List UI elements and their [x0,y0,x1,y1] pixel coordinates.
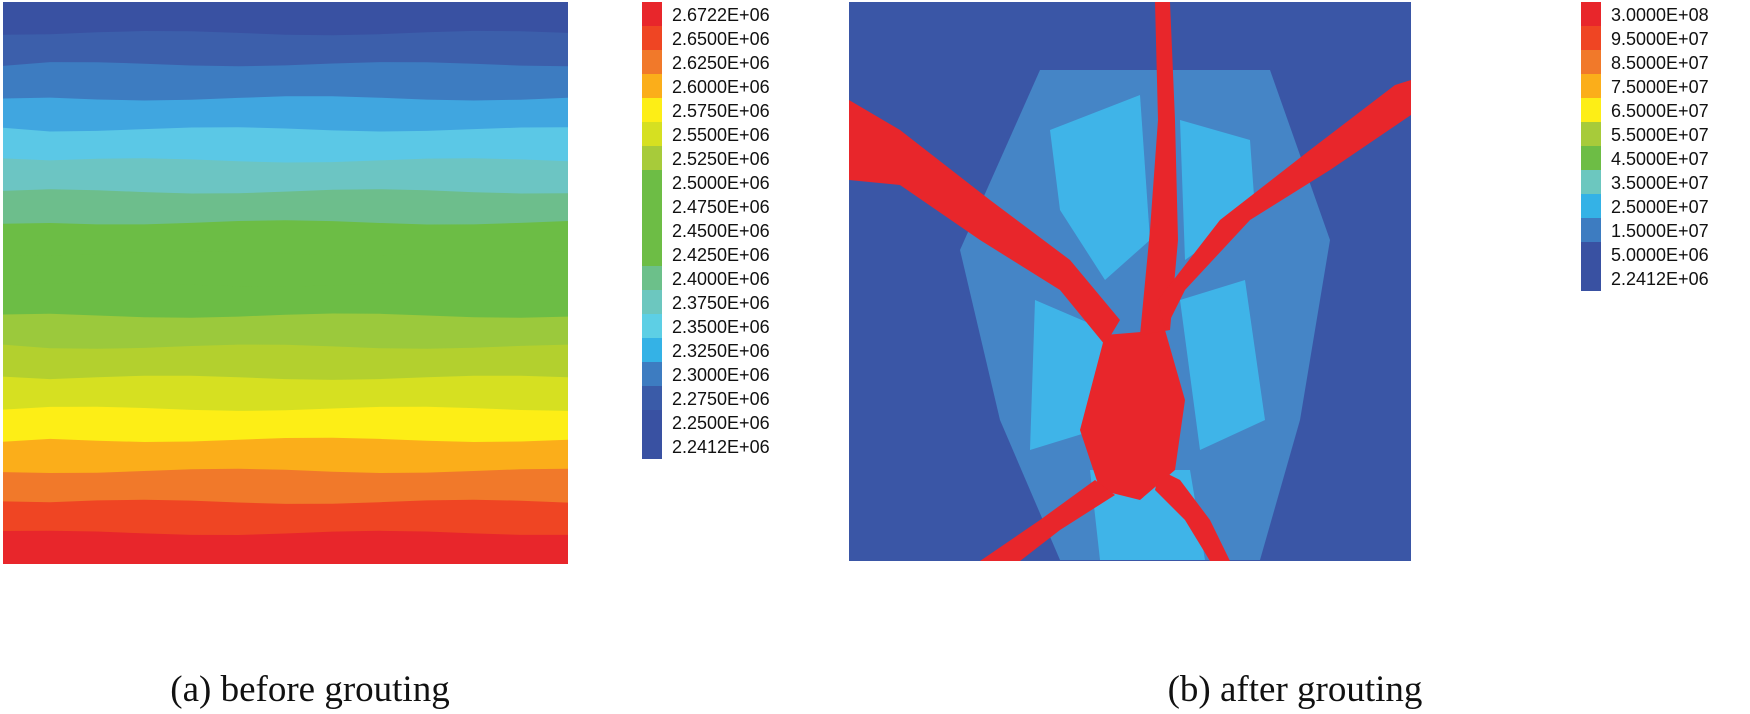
legend-label: 4.5000E+07 [1611,149,1709,169]
legend-label: 2.5500E+06 [672,125,770,145]
legend-label: 2.5000E+06 [672,173,770,193]
legend-swatch [642,26,662,51]
legend-label: 1.5000E+07 [1611,221,1709,241]
legend-swatch [1581,146,1601,171]
legend-label: 2.4500E+06 [672,221,770,241]
contour-band [3,30,568,68]
legend-label: 9.5000E+07 [1611,29,1709,49]
legend-swatch [642,386,662,411]
legend-label: 2.6722E+06 [672,5,770,25]
legend-swatch [642,170,662,195]
contour-band [3,2,568,37]
legend-label: 2.5250E+06 [672,149,770,169]
contour-band [3,62,568,102]
legend-label: 5.5000E+07 [1611,125,1709,145]
legend-a: 2.6722E+06 2.6500E+06 2.6250E+06 2.6000E+06… [642,0,802,520]
legend-swatch [642,146,662,171]
legend-label: 2.4750E+06 [672,197,770,217]
contour-light-zone [1180,280,1265,450]
legend-swatch [642,74,662,99]
legend-swatch [1581,2,1601,27]
legend-label: 2.4250E+06 [672,245,770,265]
grout-channel [1155,470,1230,561]
legend-swatch [1581,170,1601,195]
contour-band [3,437,568,474]
legend-label: 2.3250E+06 [672,341,770,361]
legend-label: 2.5000E+07 [1611,197,1709,217]
legend-b: 3.0000E+08 9.5000E+07 8.5000E+07 7.5000E+07… [1581,0,1741,340]
contour-band [3,127,568,164]
panel-a: 2.6722E+06 2.6500E+06 2.6250E+06 2.6000E+06… [0,0,770,714]
legend-swatch [642,266,662,291]
legend-label: 6.5000E+07 [1611,101,1709,121]
legend-label: 2.2500E+06 [672,413,770,433]
grout-channel [1158,80,1411,330]
contour-light-zone [1180,120,1255,260]
contour-band [3,251,568,288]
legend-label: 5.0000E+06 [1611,245,1709,265]
legend-label: 2.6250E+06 [672,53,770,73]
legend-swatch [1581,50,1601,75]
grout-channel [849,100,1120,345]
contour-band [3,282,568,319]
legend-swatch [642,434,662,459]
contour-band [3,499,568,536]
plot-a-contour [3,2,568,564]
legend-label: 2.3500E+06 [672,317,770,337]
caption-a: (a) before grouting [170,669,450,710]
contour-band [3,406,568,443]
legend-label: 2.2412E+06 [672,437,770,457]
legend-swatch [1581,122,1601,147]
legend-swatch [1581,242,1601,267]
legend-swatch [1581,98,1601,123]
contour-band [3,468,568,505]
contour-band [3,158,568,195]
legend-swatch [642,290,662,315]
contour-band [3,344,568,381]
legend-label: 2.4000E+06 [672,269,770,289]
legend-label: 2.6000E+06 [672,77,770,97]
legend-label: 3.5000E+07 [1611,173,1709,193]
legend-swatch [1581,218,1601,243]
legend-label: 2.6500E+06 [672,29,770,49]
legend-label: 3.0000E+08 [1611,5,1709,25]
legend-swatch [642,122,662,147]
legend-swatch [1581,266,1601,291]
contour-band [3,375,568,412]
grout-channel [980,480,1115,561]
legend-swatch [1581,74,1601,99]
legend-label: 2.2412E+06 [1611,269,1709,289]
legend-swatch [642,314,662,339]
contour-band [3,530,568,564]
contour-band [3,220,568,257]
legend-swatch [642,362,662,387]
legend-label: 8.5000E+07 [1611,53,1709,73]
grout-channel [1140,2,1178,335]
legend-swatch [1581,26,1601,51]
legend-swatch [642,2,662,27]
legend-swatch [642,194,662,219]
legend-label: 2.5750E+06 [672,101,770,121]
contour-band [3,189,568,226]
grout-channel [1080,330,1185,500]
legend-swatch [642,218,662,243]
legend-label: 2.2750E+06 [672,389,770,409]
contour-band [3,313,568,350]
contour-light-zone [1050,95,1150,280]
contour-band [3,96,568,133]
legend-label: 2.3750E+06 [672,293,770,313]
legend-swatch [642,338,662,363]
legend-label: 7.5000E+07 [1611,77,1709,97]
legend-swatch [642,98,662,123]
legend-label: 2.3000E+06 [672,365,770,385]
legend-swatch [642,242,662,267]
legend-swatch [1581,194,1601,219]
legend-swatch [642,410,662,435]
legend-swatch [642,50,662,75]
caption-b: (b) after grouting [1167,669,1423,710]
